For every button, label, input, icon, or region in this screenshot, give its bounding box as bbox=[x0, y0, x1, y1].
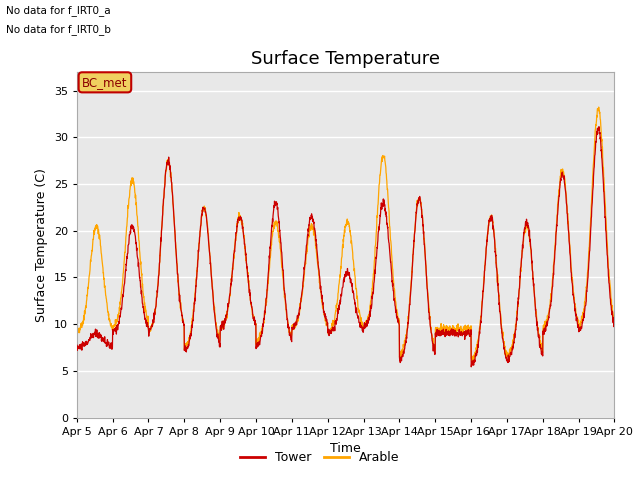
X-axis label: Time: Time bbox=[330, 442, 361, 455]
Text: BC_met: BC_met bbox=[82, 76, 127, 89]
Legend: Tower, Arable: Tower, Arable bbox=[236, 446, 404, 469]
Text: No data for f_IRT0_a: No data for f_IRT0_a bbox=[6, 5, 111, 16]
Text: No data for f_IRT0_b: No data for f_IRT0_b bbox=[6, 24, 111, 35]
Title: Surface Temperature: Surface Temperature bbox=[251, 49, 440, 68]
Y-axis label: Surface Temperature (C): Surface Temperature (C) bbox=[35, 168, 48, 322]
